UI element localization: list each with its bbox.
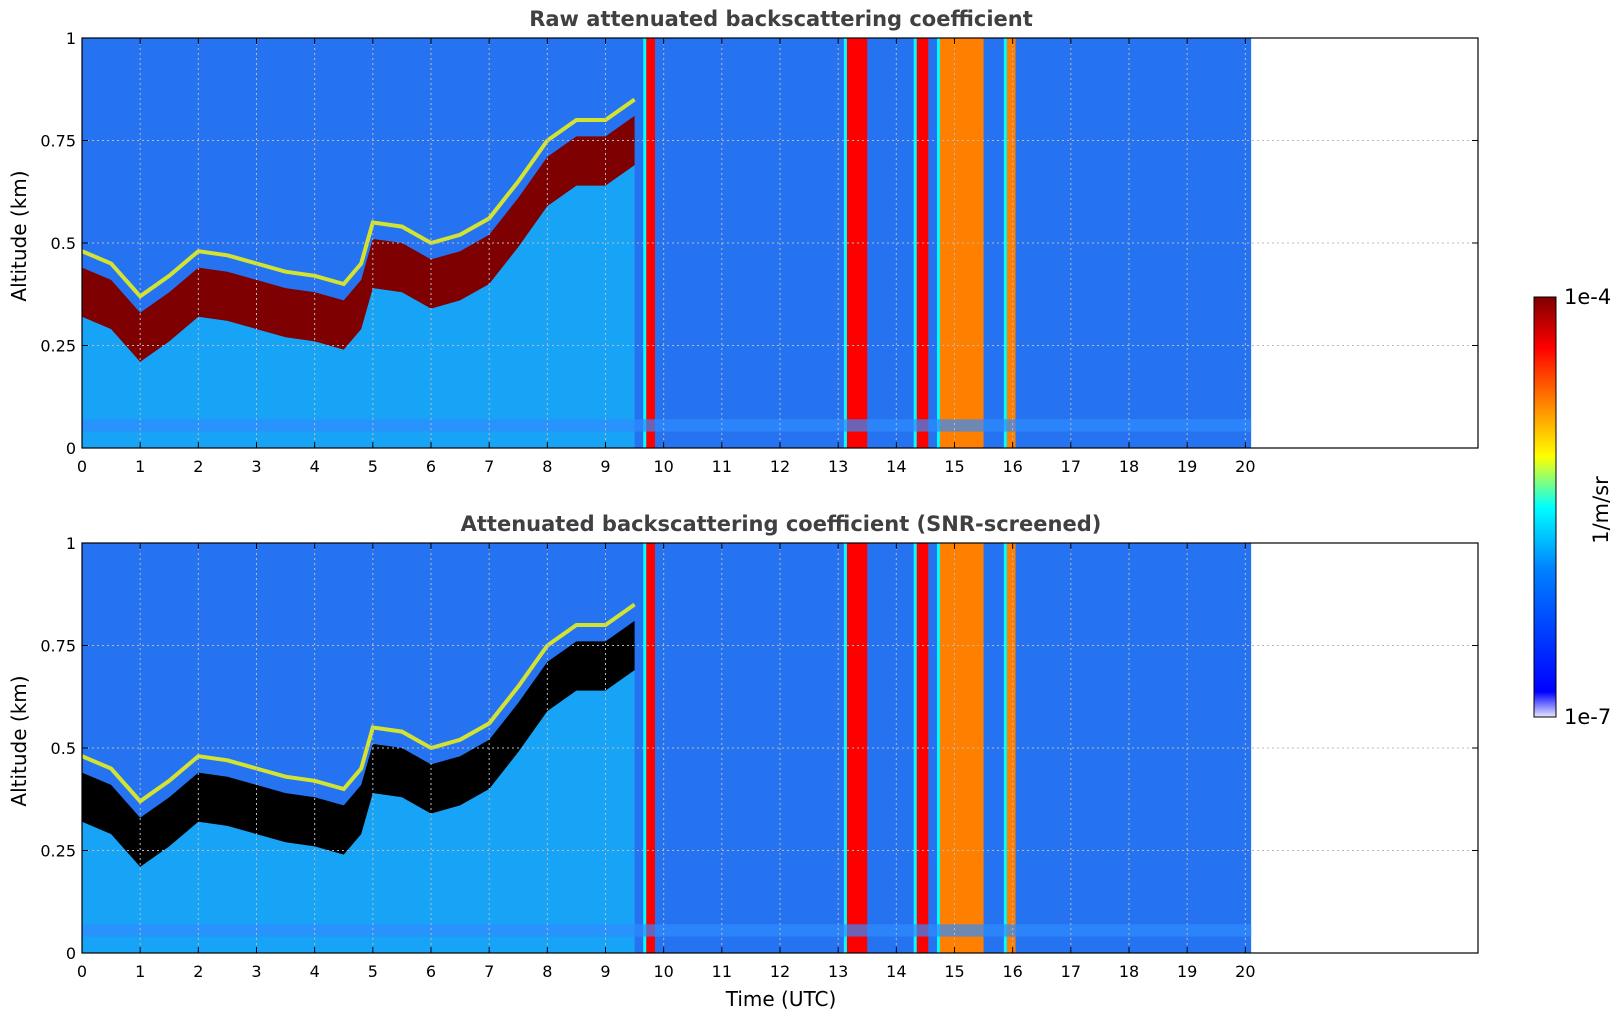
gridlines [82, 38, 1478, 448]
x-tick-label: 13 [828, 457, 848, 476]
y-tick-label: 0.75 [40, 132, 76, 151]
panel-raw-ylabel: Altitude (km) [7, 170, 31, 301]
x-tick-label: 6 [426, 962, 436, 981]
x-tick-label: 16 [1002, 962, 1022, 981]
column-feature [1006, 543, 1016, 953]
aerosol-layer-band [82, 115, 635, 362]
column-feature-edge [643, 38, 647, 448]
y-tick-label: 0.25 [40, 842, 76, 861]
colorbar-max-label: 1e-4 [1564, 285, 1611, 309]
x-tick-label: 20 [1235, 457, 1255, 476]
x-tick-label: 11 [712, 962, 732, 981]
x-tick-label: 4 [310, 962, 320, 981]
boundary-layer [82, 140, 635, 448]
aerosol-layer-edge [81, 602, 636, 804]
column-feature-edge [913, 38, 917, 448]
x-tick-label: 19 [1177, 457, 1197, 476]
x-tick-label: 16 [1002, 457, 1022, 476]
panel-raw-title: Raw attenuated backscattering coefficien… [529, 7, 1033, 31]
background-field [82, 543, 1252, 953]
column-feature [646, 543, 655, 953]
x-tick-label: 8 [542, 457, 552, 476]
x-tick-label: 1 [135, 457, 145, 476]
x-tick-label: 7 [484, 457, 494, 476]
x-tick-label: 11 [712, 457, 732, 476]
x-tick-label: 17 [1061, 457, 1081, 476]
x-tick-label: 15 [944, 457, 964, 476]
x-tick-label: 10 [653, 457, 673, 476]
colorbar-gradient [1533, 296, 1557, 718]
x-tick-label: 2 [193, 457, 203, 476]
x-tick-label: 12 [770, 457, 790, 476]
y-tick-label: 0.25 [40, 337, 76, 356]
y-tick-label: 0 [66, 439, 76, 458]
x-tick-label: 19 [1177, 962, 1197, 981]
y-tick-label: 0 [66, 944, 76, 963]
panel-raw-plot: 0 1 2 3 4 5 6 7 8 9 10 11 12 13 14 15 16 17 18 19 2000.250.5… [40, 29, 1479, 476]
x-tick-label: 2 [193, 962, 203, 981]
column-feature [1006, 38, 1016, 448]
column-feature-edge [1003, 38, 1007, 448]
gridlines [82, 543, 1478, 953]
x-tick-label: 10 [653, 962, 673, 981]
surface-layer [82, 419, 1252, 432]
x-tick-label: 5 [368, 962, 378, 981]
x-tick-label: 0 [77, 962, 87, 981]
boundary-layer [82, 645, 635, 953]
panel-raw: Raw attenuated backscattering coefficien… [7, 7, 1479, 476]
aerosol-layer-band [82, 620, 635, 867]
column-feature-edge [643, 543, 647, 953]
x-tick-label: 9 [600, 962, 610, 981]
x-tick-label: 20 [1235, 962, 1255, 981]
y-tick-label: 0.75 [40, 637, 76, 656]
x-tick-label: 3 [251, 962, 261, 981]
x-tick-label: 1 [135, 962, 145, 981]
panel-screened-plot: 0 1 2 3 4 5 6 7 8 9 10 11 12 13 14 15 16 17 18 19 2000.250.5… [40, 534, 1479, 981]
panel-screened-title: Attenuated backscattering coefficient (S… [461, 512, 1102, 536]
column-feature [646, 38, 655, 448]
x-tick-label: 7 [484, 962, 494, 981]
x-tick-label: 8 [542, 962, 552, 981]
colorbar: 1e-4 1e-7 1/m/sr [1533, 285, 1613, 729]
x-tick-label: 15 [944, 962, 964, 981]
surface-layer [82, 924, 1252, 937]
x-tick-label: 14 [886, 962, 906, 981]
colorbar-min-label: 1e-7 [1564, 705, 1611, 729]
x-tick-label: 18 [1119, 457, 1139, 476]
column-feature-edge [913, 543, 917, 953]
x-tick-label: 9 [600, 457, 610, 476]
y-tick-label: 1 [66, 534, 76, 553]
y-tick-label: 1 [66, 29, 76, 48]
panel-screened-ylabel: Altitude (km) [7, 675, 31, 806]
y-tick-label: 0.5 [51, 234, 76, 253]
x-tick-label: 3 [251, 457, 261, 476]
panel-screened: Attenuated backscattering coefficient (S… [7, 512, 1479, 1011]
aerosol-layer-edge [81, 97, 636, 299]
x-tick-label: 4 [310, 457, 320, 476]
x-tick-label: 17 [1061, 962, 1081, 981]
panel-screened-xlabel: Time (UTC) [725, 987, 837, 1011]
x-tick-label: 0 [77, 457, 87, 476]
background-field [82, 38, 1252, 448]
x-tick-label: 18 [1119, 962, 1139, 981]
x-tick-label: 13 [828, 962, 848, 981]
column-feature-edge [843, 38, 847, 448]
x-tick-label: 14 [886, 457, 906, 476]
colorbar-unit-label: 1/m/sr [1589, 476, 1613, 544]
column-feature-edge [843, 543, 847, 953]
x-tick-label: 6 [426, 457, 436, 476]
x-tick-label: 5 [368, 457, 378, 476]
column-feature-edge [1003, 543, 1007, 953]
y-tick-label: 0.5 [51, 739, 76, 758]
x-tick-label: 12 [770, 962, 790, 981]
